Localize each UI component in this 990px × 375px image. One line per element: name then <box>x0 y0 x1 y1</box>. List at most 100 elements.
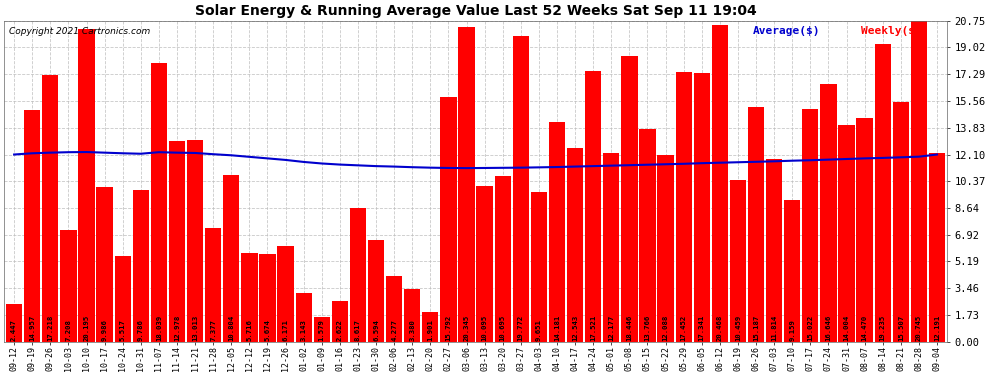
Bar <box>295 293 312 342</box>
Text: 1.579: 1.579 <box>319 319 325 341</box>
Bar <box>404 290 421 342</box>
Text: 20.345: 20.345 <box>463 315 469 341</box>
Text: 20.195: 20.195 <box>83 315 89 341</box>
Bar <box>314 317 330 342</box>
Bar <box>911 21 927 342</box>
Bar <box>476 186 493 342</box>
Bar <box>6 304 22 342</box>
Bar <box>784 200 800 342</box>
Bar <box>24 110 41 342</box>
Title: Solar Energy & Running Average Value Last 52 Weeks Sat Sep 11 19:04: Solar Energy & Running Average Value Las… <box>195 4 756 18</box>
Text: 15.187: 15.187 <box>753 315 759 341</box>
Text: 2.447: 2.447 <box>11 319 17 341</box>
Text: 11.814: 11.814 <box>771 315 777 341</box>
Text: 3.143: 3.143 <box>301 319 307 341</box>
Bar <box>730 180 746 342</box>
Bar <box>349 209 366 342</box>
Text: 1.901: 1.901 <box>428 319 434 341</box>
Text: 13.766: 13.766 <box>644 315 650 341</box>
Text: 7.377: 7.377 <box>210 319 216 341</box>
Text: 5.716: 5.716 <box>247 319 252 341</box>
Text: 20.468: 20.468 <box>717 315 723 341</box>
Text: 12.191: 12.191 <box>934 315 940 341</box>
Bar <box>205 228 222 342</box>
Bar <box>115 256 131 342</box>
Bar <box>277 246 294 342</box>
Text: 16.646: 16.646 <box>826 315 832 341</box>
Bar <box>332 301 347 342</box>
Text: 5.517: 5.517 <box>120 319 126 341</box>
Bar <box>78 29 95 342</box>
Bar <box>694 74 710 342</box>
Text: 14.470: 14.470 <box>861 315 867 341</box>
Bar <box>929 153 945 342</box>
Bar <box>259 254 275 342</box>
Bar <box>169 141 185 342</box>
Text: 18.039: 18.039 <box>155 315 162 341</box>
Text: 9.786: 9.786 <box>138 319 144 341</box>
Text: 14.181: 14.181 <box>554 315 560 341</box>
Text: Weekly($): Weekly($) <box>861 26 922 36</box>
Bar <box>839 125 854 342</box>
Bar <box>621 56 638 342</box>
Bar <box>133 190 148 342</box>
Text: 3.380: 3.380 <box>409 319 415 341</box>
Bar <box>802 110 819 342</box>
Text: 6.171: 6.171 <box>282 319 288 341</box>
Bar <box>712 25 728 342</box>
Text: 6.594: 6.594 <box>373 319 379 341</box>
Text: 19.772: 19.772 <box>518 315 524 341</box>
Text: Copyright 2021 Cartronics.com: Copyright 2021 Cartronics.com <box>9 27 150 36</box>
Text: 9.159: 9.159 <box>789 319 795 341</box>
Text: 19.235: 19.235 <box>880 315 886 341</box>
Text: 5.674: 5.674 <box>264 319 270 341</box>
Text: 13.013: 13.013 <box>192 315 198 341</box>
Text: 9.986: 9.986 <box>102 319 108 341</box>
Text: 4.277: 4.277 <box>391 319 397 341</box>
Text: 17.218: 17.218 <box>48 315 53 341</box>
Bar <box>567 148 583 342</box>
Text: 8.617: 8.617 <box>355 319 361 341</box>
Bar <box>458 27 474 342</box>
Bar <box>150 63 167 342</box>
Text: 9.651: 9.651 <box>536 319 542 341</box>
Text: 15.022: 15.022 <box>807 315 814 341</box>
Text: 10.695: 10.695 <box>500 315 506 341</box>
Bar <box>96 187 113 342</box>
Bar <box>187 140 203 342</box>
Bar <box>766 159 782 342</box>
Bar <box>893 102 909 342</box>
Text: 7.208: 7.208 <box>65 319 71 341</box>
Bar <box>747 107 764 342</box>
Text: 12.543: 12.543 <box>572 315 578 341</box>
Bar <box>675 72 692 342</box>
Bar <box>603 153 620 342</box>
Text: 10.095: 10.095 <box>481 315 488 341</box>
Bar <box>60 230 76 342</box>
Text: 15.507: 15.507 <box>898 315 904 341</box>
Bar <box>386 276 402 342</box>
Bar <box>495 176 511 342</box>
Text: 14.004: 14.004 <box>843 315 849 341</box>
Bar <box>856 118 873 342</box>
Text: 12.978: 12.978 <box>174 315 180 341</box>
Text: 2.622: 2.622 <box>337 319 343 341</box>
Bar <box>640 129 655 342</box>
Text: 15.792: 15.792 <box>446 315 451 341</box>
Text: 10.459: 10.459 <box>735 315 741 341</box>
Bar <box>821 84 837 342</box>
Bar <box>531 192 547 342</box>
Bar <box>242 253 257 342</box>
Bar <box>585 70 601 342</box>
Text: 14.957: 14.957 <box>30 315 36 341</box>
Bar <box>422 312 439 342</box>
Bar <box>657 155 674 342</box>
Text: Average($): Average($) <box>752 26 820 36</box>
Bar <box>874 44 891 342</box>
Bar <box>223 174 240 342</box>
Bar <box>441 98 456 342</box>
Text: 18.446: 18.446 <box>627 315 633 341</box>
Bar <box>368 240 384 342</box>
Text: 10.804: 10.804 <box>229 315 235 341</box>
Text: 12.177: 12.177 <box>608 315 614 341</box>
